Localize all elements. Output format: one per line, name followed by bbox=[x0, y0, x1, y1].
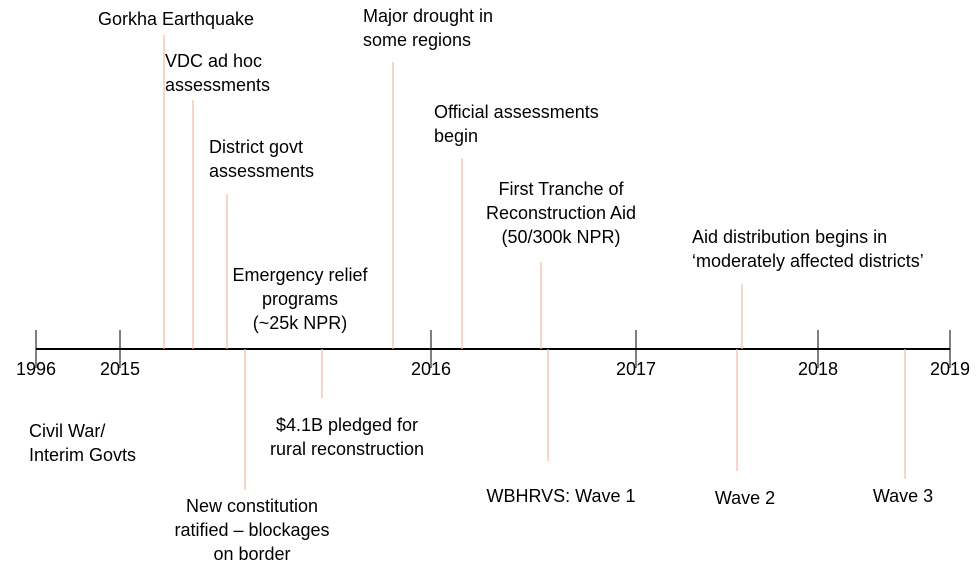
event-label: New constitution bbox=[186, 496, 318, 516]
event-label: District govt bbox=[209, 137, 303, 157]
event-label: Gorkha Earthquake bbox=[98, 9, 254, 29]
event-label: (50/300k NPR) bbox=[501, 227, 620, 247]
year-label: 1996 bbox=[16, 359, 56, 379]
event-label: Aid distribution begins in bbox=[692, 227, 887, 247]
event-label: ‘moderately affected districts’ bbox=[692, 251, 924, 271]
event-label: VDC ad hoc bbox=[165, 51, 262, 71]
event-label: programs bbox=[262, 289, 338, 309]
event-label: begin bbox=[434, 126, 478, 146]
event-label: Wave 3 bbox=[873, 486, 933, 506]
year-label: 2019 bbox=[930, 359, 970, 379]
event-label: Major drought in bbox=[363, 6, 493, 26]
event-label: Reconstruction Aid bbox=[486, 203, 636, 223]
event-label: WBHRVS: Wave 1 bbox=[486, 486, 635, 506]
event-label: ratified – blockages bbox=[174, 520, 329, 540]
event-label: assessments bbox=[165, 75, 270, 95]
event-label: on border bbox=[213, 544, 290, 564]
year-label: 2017 bbox=[616, 359, 656, 379]
event-label: Wave 2 bbox=[715, 488, 775, 508]
event-label: assessments bbox=[209, 161, 314, 181]
event-label: rural reconstruction bbox=[270, 439, 424, 459]
year-label: 2018 bbox=[798, 359, 838, 379]
event-label: Emergency relief bbox=[232, 265, 368, 285]
event-label: $4.1B pledged for bbox=[276, 415, 418, 435]
event-label: Interim Govts bbox=[29, 445, 136, 465]
event-label: some regions bbox=[363, 30, 471, 50]
year-label: 2015 bbox=[100, 359, 140, 379]
event-label: (~25k NPR) bbox=[253, 313, 348, 333]
year-label: 2016 bbox=[411, 359, 451, 379]
event-label: Civil War/ bbox=[29, 421, 105, 441]
event-label: First Tranche of bbox=[498, 179, 624, 199]
event-label: Official assessments bbox=[434, 102, 599, 122]
